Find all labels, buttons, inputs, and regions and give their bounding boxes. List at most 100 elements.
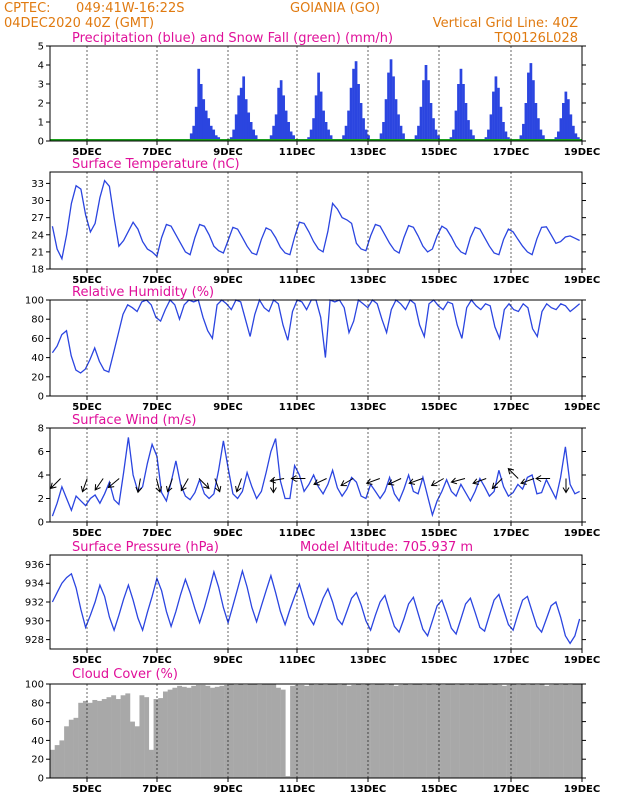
precip-bar	[359, 103, 363, 141]
cloud-bar	[304, 685, 310, 778]
precip-bar	[492, 91, 495, 141]
precip-bar	[202, 99, 206, 141]
x-tick-label: 7DEC	[142, 655, 171, 666]
precip-bar	[197, 68, 201, 141]
precip-bar	[569, 114, 573, 141]
cloud-bar	[544, 685, 550, 778]
precip-bar	[237, 95, 241, 141]
cloud-bar	[210, 687, 215, 778]
x-tick-label: 11DEC	[279, 402, 315, 413]
wind-direction-arrow	[430, 478, 444, 487]
panel-frame	[49, 683, 583, 779]
wind-direction-arrow	[155, 478, 163, 493]
cloud-bar	[247, 684, 253, 778]
precip-bar	[207, 118, 211, 141]
wind-direction-arrow	[408, 478, 423, 485]
cloud-bar	[172, 687, 178, 778]
cloud-bar	[318, 684, 324, 778]
cloud-bar	[97, 700, 102, 778]
wind-direction-arrow	[535, 475, 551, 482]
y-tick-label: 934	[25, 579, 44, 590]
precip-bar	[494, 76, 498, 141]
precip-bar	[539, 129, 543, 141]
cloud-bar	[167, 689, 173, 778]
wind-direction-arrow	[135, 478, 143, 494]
cloud-bar	[115, 699, 121, 778]
cloud-bar	[473, 684, 479, 778]
precip-bar	[347, 110, 350, 141]
precip-bar	[557, 131, 560, 141]
cloud-bar	[87, 702, 93, 778]
precip-bar	[284, 110, 288, 141]
cloud-bar	[92, 699, 98, 778]
cloud-bar	[492, 684, 498, 778]
x-tick-label: 17DEC	[493, 528, 529, 539]
cloud-bar	[106, 697, 112, 778]
x-tick-label: 7DEC	[142, 402, 171, 413]
precip-bar	[252, 129, 256, 141]
wind-direction-arrow	[507, 467, 519, 479]
precip-bar	[472, 135, 475, 141]
model-altitude-label: Model Altitude: 705.937 m	[300, 540, 473, 555]
x-tick-label: 9DEC	[213, 147, 242, 158]
cloud-bar	[59, 740, 65, 778]
precip-bar	[389, 59, 393, 141]
x-tick-label: 15DEC	[421, 528, 457, 539]
precip-bar	[559, 118, 563, 141]
x-tick-label: 17DEC	[493, 275, 529, 286]
precip-bar	[399, 125, 403, 141]
precip-bar	[537, 118, 540, 141]
precip-bar	[274, 114, 278, 141]
cloud-bar	[360, 684, 366, 778]
precip-bar	[384, 99, 388, 141]
cloud-bar	[162, 691, 168, 778]
precip-bar	[432, 118, 435, 141]
x-tick-label: 15DEC	[421, 275, 457, 286]
precip-bar	[192, 125, 196, 141]
cloud-bar	[257, 684, 263, 778]
cloud-bar	[440, 684, 446, 778]
cloud-bar	[68, 719, 74, 778]
cloud-bar	[511, 684, 517, 778]
panel-frame	[49, 299, 583, 397]
precip-bar	[287, 122, 290, 141]
precip-bar	[239, 87, 243, 141]
x-tick-label: 19DEC	[564, 528, 600, 539]
cloud-bar	[351, 684, 357, 778]
precip-bar	[419, 106, 423, 141]
precip-bar	[504, 131, 508, 141]
precip-bar	[529, 63, 533, 141]
temp-line	[51, 179, 580, 261]
cloud-bar	[200, 684, 206, 778]
y-tick-label: 928	[25, 635, 44, 646]
x-tick-label: 7DEC	[142, 784, 171, 795]
precip-bar	[459, 68, 463, 141]
precip-bar	[414, 135, 418, 141]
cloud-bar	[313, 684, 319, 778]
cloud-bar	[214, 686, 220, 778]
y-tick-label: 18	[31, 265, 44, 276]
y-tick-label: 4	[38, 471, 44, 482]
y-tick-label: 27	[31, 213, 44, 224]
x-tick-label: 17DEC	[493, 147, 529, 158]
precip-bar	[427, 80, 430, 141]
precip-bar	[342, 135, 345, 141]
precip-bar	[282, 95, 285, 141]
cloud-bar	[261, 684, 267, 778]
cloud-bar	[421, 684, 427, 778]
cloud-bar	[370, 684, 376, 778]
panel-frame	[49, 171, 583, 270]
cloud-bar	[426, 684, 432, 778]
cloud-bar	[144, 697, 150, 778]
precip-bar	[362, 118, 365, 141]
precip-bar	[329, 135, 333, 141]
cloud-bar	[280, 689, 286, 778]
cloud-bar	[120, 695, 126, 778]
cloud-bar	[308, 684, 314, 778]
y-tick-label: 0	[38, 137, 44, 148]
precip-bar	[379, 133, 383, 141]
panel-title-rh: Relative Humidity (%)	[72, 285, 214, 300]
cloud-bar	[572, 684, 578, 778]
x-tick-label: 5DEC	[72, 528, 101, 539]
header-date: 04DEC2020 40Z (GMT)	[4, 16, 154, 31]
